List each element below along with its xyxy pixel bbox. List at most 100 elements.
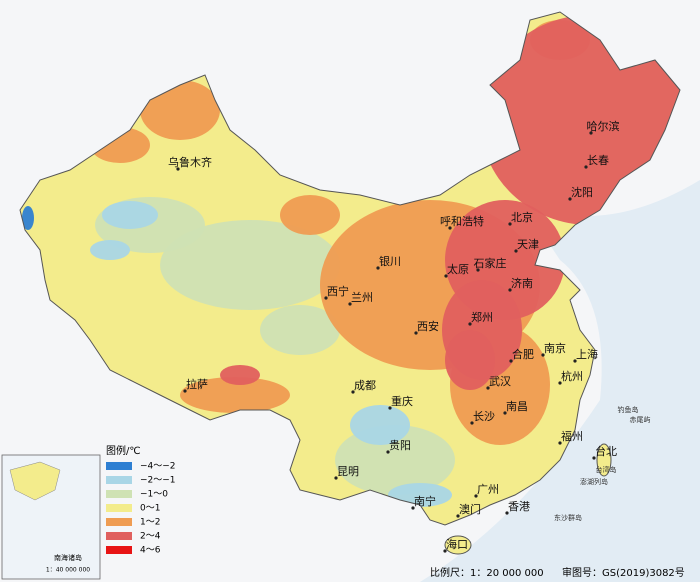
zone — [160, 220, 340, 310]
city-label: 成都 — [354, 379, 376, 392]
city-label: 北京 — [511, 210, 533, 224]
city-dot — [386, 450, 390, 454]
city-dot — [351, 390, 355, 394]
city-dot — [470, 421, 474, 425]
place-label: 赤尾屿 — [630, 415, 651, 424]
city-label: 南宁 — [414, 494, 436, 508]
city-label: 乌鲁木齐 — [168, 155, 212, 169]
city-label: 澳门 — [459, 502, 481, 516]
zone — [102, 201, 158, 229]
city-dot — [541, 353, 545, 357]
place-label: 澎湖列岛 — [580, 477, 608, 486]
place-label: 东沙群岛 — [554, 513, 582, 522]
legend-label: 1～2 — [140, 518, 160, 528]
legend-swatch — [106, 504, 132, 512]
zone — [280, 195, 340, 235]
city-dot — [376, 266, 380, 270]
city-label: 郑州 — [471, 310, 493, 324]
zone — [180, 377, 290, 413]
city-label: 武汉 — [489, 375, 511, 388]
city-dot — [414, 331, 418, 335]
city-label: 合肥 — [512, 347, 534, 361]
city-dot — [508, 222, 512, 226]
city-dot — [486, 386, 490, 390]
city-label: 石家庄 — [474, 256, 507, 270]
city-dot — [443, 549, 447, 553]
city-dot — [474, 494, 478, 498]
city-label: 重庆 — [391, 394, 413, 408]
city-dot — [456, 514, 460, 518]
city-label: 南京 — [544, 341, 566, 355]
city-dot — [176, 167, 180, 171]
city-dot — [476, 268, 480, 272]
city-label: 拉萨 — [186, 377, 208, 391]
city-label: 呼和浩特 — [440, 214, 484, 228]
legend: 图例/℃ −4～−2 −2～−1 −1～0 0～1 1～2 2～4 4～6 — [106, 444, 176, 556]
footer-scale: 比例尺：1：20 000 000 — [430, 566, 544, 579]
city-label: 西宁 — [327, 284, 349, 298]
city-dot — [508, 288, 512, 292]
city-dot — [183, 389, 187, 393]
legend-label: 2～4 — [140, 532, 161, 542]
place-label: 台湾岛 — [596, 465, 617, 474]
footer-review: 审图号：GS(2019)3082号 — [562, 566, 685, 579]
legend-swatch — [106, 532, 132, 540]
city-dot — [468, 322, 472, 326]
city-label: 台北 — [595, 444, 617, 458]
city-dot — [558, 381, 562, 385]
sea — [420, 180, 700, 582]
city-dot — [589, 131, 593, 135]
city-label: 天津 — [517, 238, 539, 251]
legend-swatch — [106, 490, 132, 498]
legend-swatch — [106, 546, 132, 554]
legend-label: 0～1 — [140, 504, 160, 514]
zone — [90, 240, 130, 260]
zone — [445, 330, 495, 390]
zone — [220, 365, 260, 385]
city-dot — [514, 249, 518, 253]
legend-swatch — [106, 518, 132, 526]
city-label: 福州 — [561, 429, 583, 443]
city-dot — [444, 274, 448, 278]
city-label: 昆明 — [337, 465, 359, 478]
legend-label: −2～−1 — [140, 476, 176, 486]
inset-scale: 1：40 000 000 — [46, 567, 90, 574]
city-dot — [505, 511, 509, 515]
city-dot — [573, 359, 577, 363]
city-dot — [388, 406, 392, 410]
city-dot — [411, 506, 415, 510]
city-label: 上海 — [576, 347, 598, 361]
city-label: 海口 — [446, 537, 468, 551]
city-label: 西安 — [417, 319, 439, 333]
zone — [260, 305, 340, 355]
city-label: 南昌 — [506, 400, 528, 413]
city-label: 广州 — [477, 483, 499, 496]
city-label: 银川 — [379, 254, 401, 268]
city-label: 香港 — [508, 500, 530, 513]
city-label: 兰州 — [351, 291, 373, 304]
city-label: 长春 — [587, 154, 609, 167]
inset-land — [9, 461, 61, 501]
legend-title: 图例/℃ — [106, 444, 141, 457]
city-dot — [584, 165, 588, 169]
city-label: 杭州 — [561, 369, 583, 383]
city-label: 贵阳 — [389, 439, 411, 452]
zone — [22, 206, 34, 230]
city-dot — [503, 411, 507, 415]
zone — [350, 405, 410, 445]
city-dot — [592, 456, 596, 460]
legend-label: −4～−2 — [140, 462, 176, 472]
inset-title: 南海诸岛 — [54, 553, 82, 562]
legend-swatch — [106, 476, 132, 484]
city-label: 太原 — [447, 263, 469, 276]
zone — [335, 425, 455, 495]
legend-swatch — [106, 462, 132, 470]
city-label: 哈尔滨 — [587, 119, 620, 133]
legend-label: 4～6 — [140, 546, 161, 556]
city-label: 长沙 — [473, 410, 495, 423]
city-dot — [509, 359, 513, 363]
city-dot — [568, 197, 572, 201]
city-dot — [334, 476, 338, 480]
